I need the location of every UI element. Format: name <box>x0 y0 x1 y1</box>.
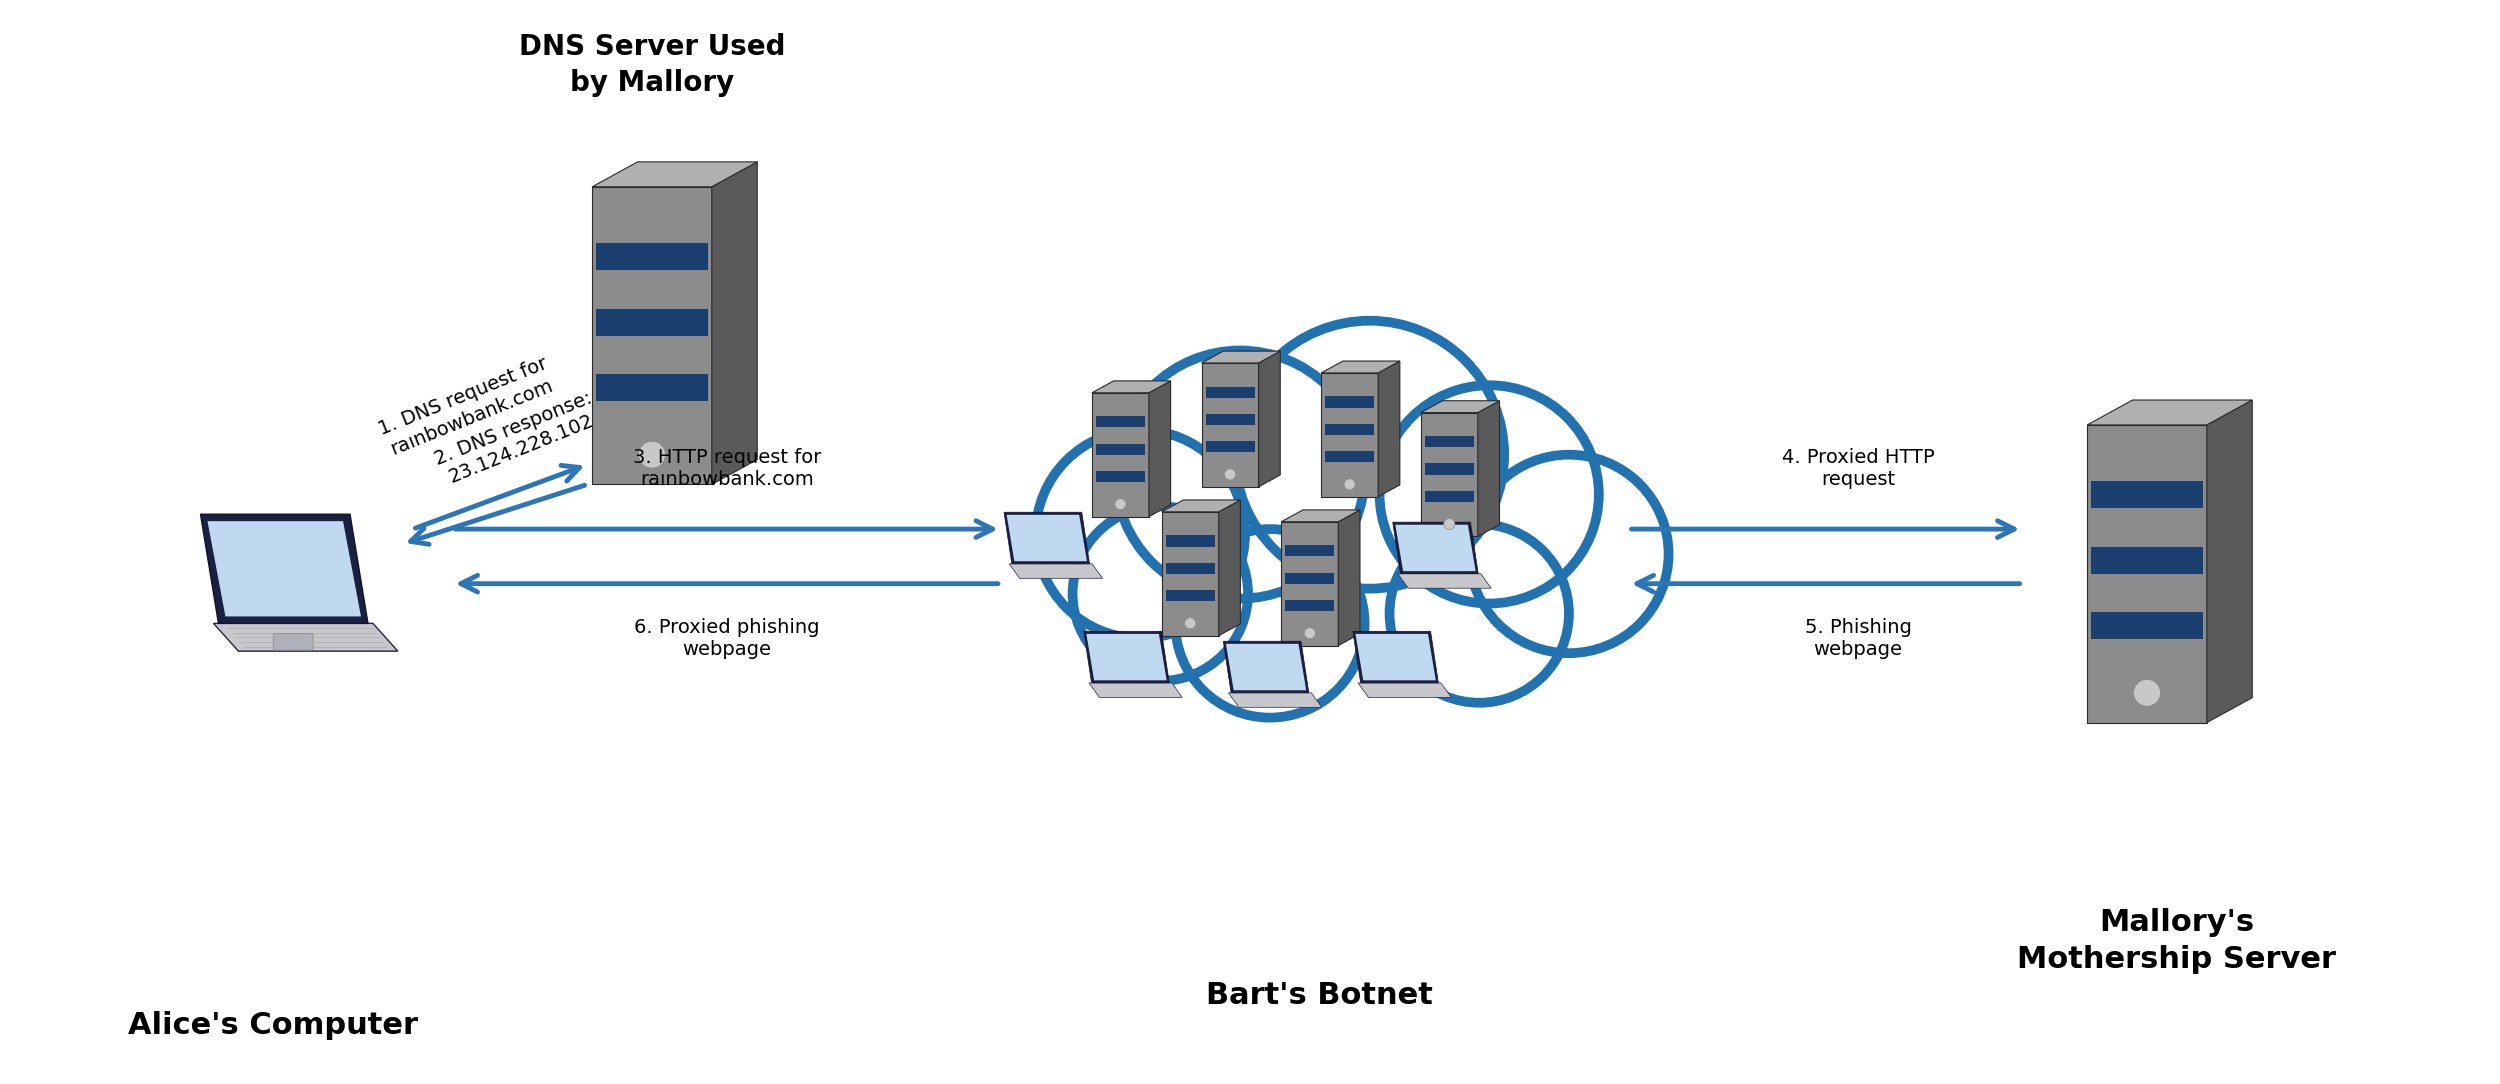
Circle shape <box>1235 321 1505 589</box>
Polygon shape <box>1325 451 1375 462</box>
Polygon shape <box>1202 363 1258 487</box>
Text: 6. Proxied phishing
webpage: 6. Proxied phishing webpage <box>635 618 820 659</box>
Polygon shape <box>1393 522 1478 573</box>
Polygon shape <box>1378 361 1400 496</box>
Polygon shape <box>1092 392 1150 517</box>
Polygon shape <box>595 243 708 270</box>
Text: 2. DNS response:
23.124.228.102: 2. DNS response: 23.124.228.102 <box>432 388 602 489</box>
Polygon shape <box>1258 351 1280 487</box>
Polygon shape <box>213 623 398 651</box>
Text: 1. DNS request for
raınbowbank.com: 1. DNS request for raınbowbank.com <box>378 354 560 460</box>
Polygon shape <box>1478 401 1500 537</box>
Text: Mallory's
Mothership Server: Mallory's Mothership Server <box>2018 908 2338 973</box>
Polygon shape <box>208 521 360 617</box>
Polygon shape <box>1228 693 1322 707</box>
Text: 3. HTTP request for
raınbowbank.com: 3. HTTP request for raınbowbank.com <box>632 449 820 489</box>
Polygon shape <box>1088 634 1168 681</box>
Polygon shape <box>1420 413 1477 537</box>
Polygon shape <box>1358 683 1452 697</box>
Polygon shape <box>1285 545 1335 556</box>
Polygon shape <box>1425 463 1475 475</box>
Polygon shape <box>1225 644 1305 691</box>
Circle shape <box>2132 680 2160 707</box>
Polygon shape <box>1325 424 1375 435</box>
Circle shape <box>1305 628 1315 638</box>
Polygon shape <box>2088 425 2208 723</box>
Circle shape <box>1115 499 1125 509</box>
Circle shape <box>1175 529 1365 718</box>
Circle shape <box>1225 469 1235 480</box>
Polygon shape <box>2088 400 2252 425</box>
Polygon shape <box>2090 612 2202 640</box>
Circle shape <box>1185 618 1195 629</box>
Circle shape <box>1035 430 1245 638</box>
Text: 4. Proxied HTTP
request: 4. Proxied HTTP request <box>1782 449 1935 489</box>
Polygon shape <box>1425 491 1475 502</box>
Polygon shape <box>1222 642 1310 693</box>
Polygon shape <box>1325 397 1375 408</box>
Polygon shape <box>1005 513 1090 564</box>
Polygon shape <box>1092 380 1170 392</box>
Polygon shape <box>1008 515 1088 562</box>
Text: Alice's Computer: Alice's Computer <box>127 1010 418 1040</box>
Polygon shape <box>1040 465 1658 643</box>
Circle shape <box>1380 385 1600 604</box>
Polygon shape <box>1085 631 1170 683</box>
Polygon shape <box>1095 416 1145 427</box>
Polygon shape <box>1165 563 1215 573</box>
Polygon shape <box>1282 521 1338 646</box>
Circle shape <box>1470 454 1668 654</box>
Polygon shape <box>1395 525 1475 571</box>
Polygon shape <box>712 162 757 485</box>
Circle shape <box>638 441 665 468</box>
Circle shape <box>1072 506 1248 681</box>
Polygon shape <box>1320 361 1400 373</box>
Polygon shape <box>1285 599 1335 611</box>
Circle shape <box>1442 518 1455 530</box>
Polygon shape <box>1165 535 1215 546</box>
Polygon shape <box>1425 436 1475 448</box>
Polygon shape <box>1010 564 1102 578</box>
Polygon shape <box>1162 500 1240 512</box>
Polygon shape <box>2208 400 2252 723</box>
Text: 5. Phishing
webpage: 5. Phishing webpage <box>1805 618 1912 659</box>
Polygon shape <box>1352 631 1437 683</box>
Polygon shape <box>1205 414 1255 425</box>
Polygon shape <box>1205 441 1255 452</box>
Polygon shape <box>1320 373 1378 496</box>
Polygon shape <box>2090 547 2202 573</box>
Polygon shape <box>1338 509 1360 646</box>
Polygon shape <box>1218 500 1240 635</box>
Polygon shape <box>200 514 368 623</box>
Polygon shape <box>1162 512 1218 635</box>
Polygon shape <box>1090 683 1182 697</box>
Polygon shape <box>1285 572 1335 583</box>
Polygon shape <box>1205 387 1255 398</box>
Polygon shape <box>1095 443 1145 454</box>
Text: DNS Server Used
by Mallory: DNS Server Used by Mallory <box>518 33 785 96</box>
Polygon shape <box>2090 481 2202 508</box>
Polygon shape <box>595 374 708 401</box>
Polygon shape <box>1165 590 1215 601</box>
Polygon shape <box>1150 380 1170 517</box>
FancyBboxPatch shape <box>272 634 312 650</box>
Polygon shape <box>1202 351 1280 363</box>
Circle shape <box>1345 479 1355 490</box>
Polygon shape <box>595 309 708 336</box>
Text: Bart's Botnet: Bart's Botnet <box>1208 981 1432 1010</box>
Polygon shape <box>1282 509 1360 521</box>
Polygon shape <box>592 162 758 186</box>
Polygon shape <box>592 186 712 485</box>
Circle shape <box>1390 525 1570 702</box>
Polygon shape <box>1420 401 1500 413</box>
Polygon shape <box>1398 573 1490 589</box>
Circle shape <box>1115 350 1365 598</box>
Polygon shape <box>1355 634 1435 681</box>
Polygon shape <box>1095 470 1145 482</box>
